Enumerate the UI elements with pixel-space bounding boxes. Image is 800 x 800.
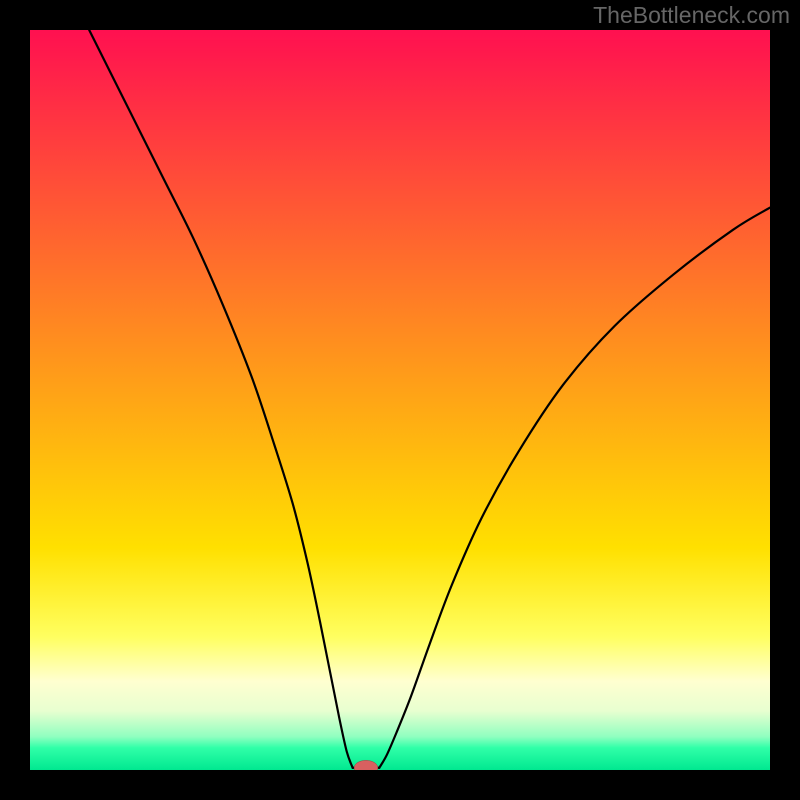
chart-frame: TheBottleneck.com	[0, 0, 800, 800]
plot-svg	[30, 30, 770, 770]
watermark-text: TheBottleneck.com	[593, 2, 790, 29]
plot-area	[30, 30, 770, 770]
gradient-background	[30, 30, 770, 770]
